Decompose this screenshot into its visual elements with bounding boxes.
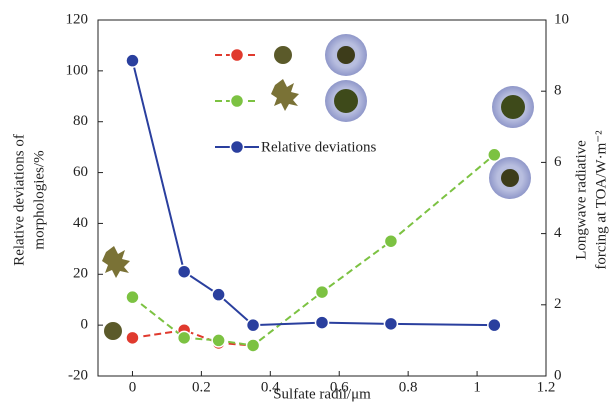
y-axis-label: morphologies/% <box>31 150 47 249</box>
y2-axis-label: forcing at TOA/W·m⁻² <box>593 130 609 270</box>
x-axis-label: Sulfate radii/μm <box>273 386 371 402</box>
y-tick-label: 60 <box>73 164 88 180</box>
marker <box>383 233 399 249</box>
marker <box>245 338 261 353</box>
y2-tick-label: 10 <box>554 11 569 27</box>
x-tick-label: 0 <box>129 379 137 395</box>
series-line <box>132 329 254 347</box>
marker <box>314 315 330 330</box>
y-tick-label: -20 <box>68 367 88 383</box>
y2-tick-label: 4 <box>554 225 562 241</box>
legend-marker <box>229 47 245 63</box>
marker <box>176 264 192 279</box>
x-tick-label: 0.2 <box>192 379 211 395</box>
marker <box>487 317 502 333</box>
marker <box>125 289 140 305</box>
y2-tick-label: 2 <box>554 296 562 312</box>
marker <box>176 330 192 346</box>
y2-tick-label: 6 <box>554 154 562 170</box>
x-tick-label: 0.4 <box>261 379 280 395</box>
series-line <box>131 154 495 347</box>
y-tick-label: 100 <box>66 62 89 78</box>
plot-frame <box>97 19 547 377</box>
marker <box>487 147 502 163</box>
y2-axis-label: Longwave radiative <box>573 140 589 260</box>
legend-label: Relative deviations <box>261 139 377 155</box>
y-tick-label: 0 <box>81 317 89 333</box>
y-axis-label: Relative deviations of <box>11 134 27 266</box>
particle-icons <box>102 34 534 340</box>
y2-tick-label: 8 <box>554 83 562 99</box>
legend-marker <box>229 139 245 155</box>
y2-tick-label: 0 <box>554 367 562 383</box>
marker <box>383 316 399 332</box>
marker <box>125 330 140 346</box>
y-tick-label: 20 <box>73 266 88 282</box>
marker <box>211 287 226 302</box>
series-line <box>131 60 495 327</box>
y-tick-label: 40 <box>73 215 88 231</box>
x-tick-label: 1 <box>473 379 481 395</box>
y-tick-label: 80 <box>73 113 88 129</box>
marker <box>211 333 226 348</box>
x-tick-label: 1.2 <box>537 379 556 395</box>
legend-marker <box>229 93 245 109</box>
y-tick-label: 120 <box>66 11 89 27</box>
marker <box>245 317 261 333</box>
marker <box>314 284 330 300</box>
marker <box>125 53 140 68</box>
x-tick-label: 0.6 <box>330 379 349 395</box>
x-tick-label: 0.8 <box>399 379 418 395</box>
